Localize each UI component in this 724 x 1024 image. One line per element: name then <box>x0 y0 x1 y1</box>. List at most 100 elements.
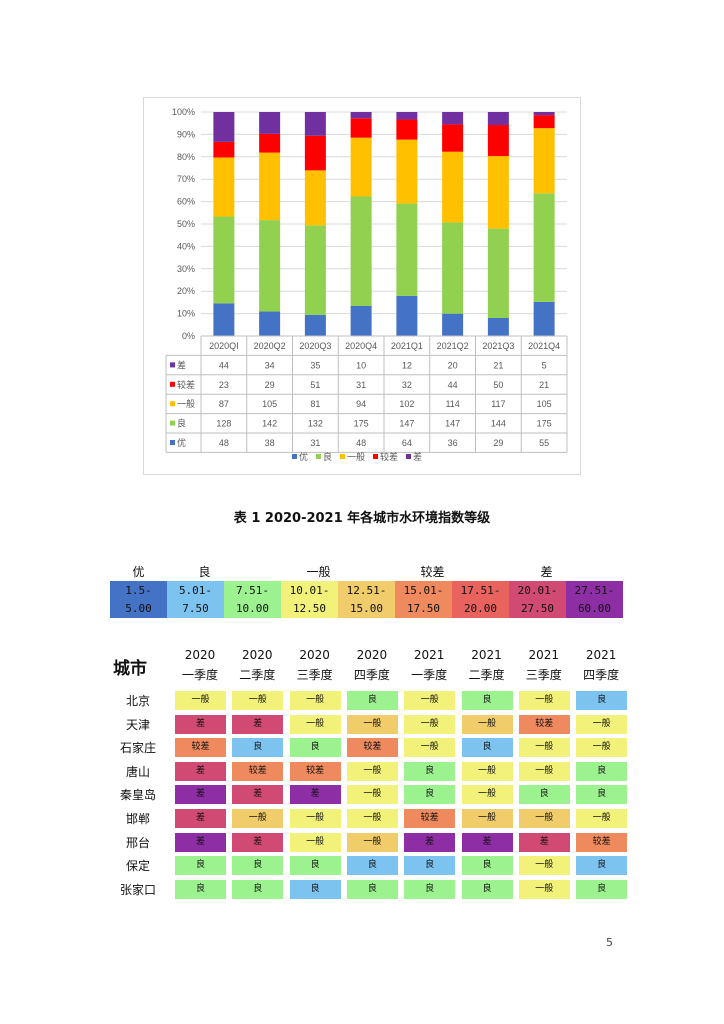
bar-segment <box>213 141 235 158</box>
grade-cell: 良 <box>346 691 398 710</box>
grade-cell: 差 <box>175 761 226 781</box>
scale-range: 5.01- 7.50 <box>167 581 224 618</box>
grade-cell: 较差 <box>289 761 341 781</box>
legend-label: 优 <box>299 451 308 462</box>
grade-cell: 良 <box>289 856 341 876</box>
bar-segment <box>533 128 555 194</box>
category-label: 2021Q4 <box>528 341 560 351</box>
bar-segment <box>304 314 326 336</box>
bar-segment <box>259 220 281 312</box>
grade-cell: 一般 <box>461 785 513 805</box>
grade-cell: 良 <box>576 879 628 899</box>
bar-segment <box>396 139 418 204</box>
category-label: 2020Q3 <box>299 341 331 351</box>
bar-segment <box>442 151 464 223</box>
y-tick-label: 0% <box>182 331 195 341</box>
grade-cell: 较差 <box>518 714 570 734</box>
category-label: 2020Q2 <box>254 341 286 351</box>
legend-label: 较差 <box>380 451 398 462</box>
grade-cell: 一般 <box>518 856 570 876</box>
grade-cell: 良 <box>576 785 628 805</box>
column-year: 2021 <box>585 648 617 662</box>
column-year: 2020 <box>356 648 388 662</box>
city-name: 石家庄 <box>119 741 156 756</box>
city-name: 张家口 <box>119 882 156 897</box>
data-value: 142 <box>262 419 277 429</box>
grade-cell: 良 <box>404 761 456 781</box>
bar-segment <box>304 112 326 136</box>
data-value: 117 <box>491 399 505 409</box>
grade-cell: 差 <box>232 714 284 734</box>
table-caption: 表 1 2020-2021 年各城市水环境指数等级 <box>233 511 491 526</box>
series-key <box>170 362 175 368</box>
bar-segment <box>487 318 509 336</box>
bar-segment <box>533 301 555 336</box>
scale-level-name: 较差 <box>420 565 445 579</box>
y-tick-label: 20% <box>177 286 195 296</box>
bar-segment <box>487 125 509 157</box>
data-value: 105 <box>537 399 552 409</box>
data-value: 31 <box>356 380 366 390</box>
scale-range: 20.01- 27.50 <box>509 581 566 618</box>
grade-cell: 差 <box>518 832 570 852</box>
grade-cell: 良 <box>461 691 513 710</box>
column-year: 2020 <box>299 648 330 662</box>
grade-cell: 良 <box>175 856 226 876</box>
bar-segment <box>533 115 555 129</box>
grade-cell: 良 <box>461 856 513 876</box>
grade-cell: 差 <box>232 832 284 852</box>
column-quarter: 二季度 <box>239 668 276 682</box>
data-value: 87 <box>219 399 229 409</box>
bar-segment <box>533 112 555 116</box>
legend-key <box>340 454 345 459</box>
bar-segment <box>350 118 372 138</box>
legend-label: 差 <box>413 451 422 462</box>
bar-segment <box>350 137 372 197</box>
y-tick-label: 40% <box>177 241 195 251</box>
grade-cell: 较差 <box>346 738 398 758</box>
data-value: 48 <box>356 438 366 448</box>
grade-cell: 较差 <box>576 832 628 852</box>
bar-segment <box>487 112 509 126</box>
bar-segment <box>259 112 281 134</box>
data-value: 29 <box>265 380 275 390</box>
stacked-bar-chart: 0% 10% 20% 30% 40% 50% 60% 70% 80% 90% 100% 2020QI 2… <box>165 107 568 462</box>
data-value: 34 <box>265 360 275 370</box>
scale-range: 27.51- 60.00 <box>566 581 623 618</box>
scale-level-name: 良 <box>198 565 211 579</box>
grade-cell: 一般 <box>576 809 628 828</box>
data-value: 147 <box>399 419 414 429</box>
grade-cell: 一般 <box>346 809 398 828</box>
series-key <box>170 420 175 426</box>
bar-segment <box>487 228 509 319</box>
grade-cell: 差 <box>461 832 513 852</box>
bar-segment <box>304 135 326 171</box>
grade-cell: 良 <box>175 879 226 899</box>
data-value: 64 <box>402 438 412 448</box>
grade-cell: 差 <box>175 809 226 828</box>
grade-cell: 一般 <box>289 691 341 710</box>
grade-cell: 一般 <box>346 832 398 852</box>
chart-frame: 0% 10% 20% 30% 40% 50% 60% 70% 80% 90% 100% 2020QI 2… <box>143 97 581 475</box>
data-value: 50 <box>493 380 503 390</box>
data-value: 81 <box>310 399 320 409</box>
grade-cell: 一般 <box>518 738 570 758</box>
bar-segment <box>304 225 326 315</box>
y-tick-label: 60% <box>177 197 195 207</box>
bar-segment <box>533 193 555 302</box>
grade-cell: 一般 <box>518 691 570 710</box>
grade-cell: 较差 <box>404 809 456 828</box>
grade-cell: 一般 <box>289 714 341 734</box>
column-year: 2021 <box>413 648 445 662</box>
grade-cell: 一般 <box>404 691 456 710</box>
grade-cell: 一般 <box>576 738 628 758</box>
data-value: 147 <box>445 419 460 429</box>
grade-cell: 一般 <box>175 691 226 710</box>
scale-range: 10.01- 12.50 <box>281 581 338 618</box>
grade-cell: 差 <box>404 832 456 852</box>
grade-cell: 良 <box>518 785 570 805</box>
column-quarter: 三季度 <box>525 668 562 682</box>
data-value: 21 <box>493 360 503 370</box>
column-quarter: 二季度 <box>468 668 505 682</box>
category-label: 2020QI <box>209 341 239 351</box>
